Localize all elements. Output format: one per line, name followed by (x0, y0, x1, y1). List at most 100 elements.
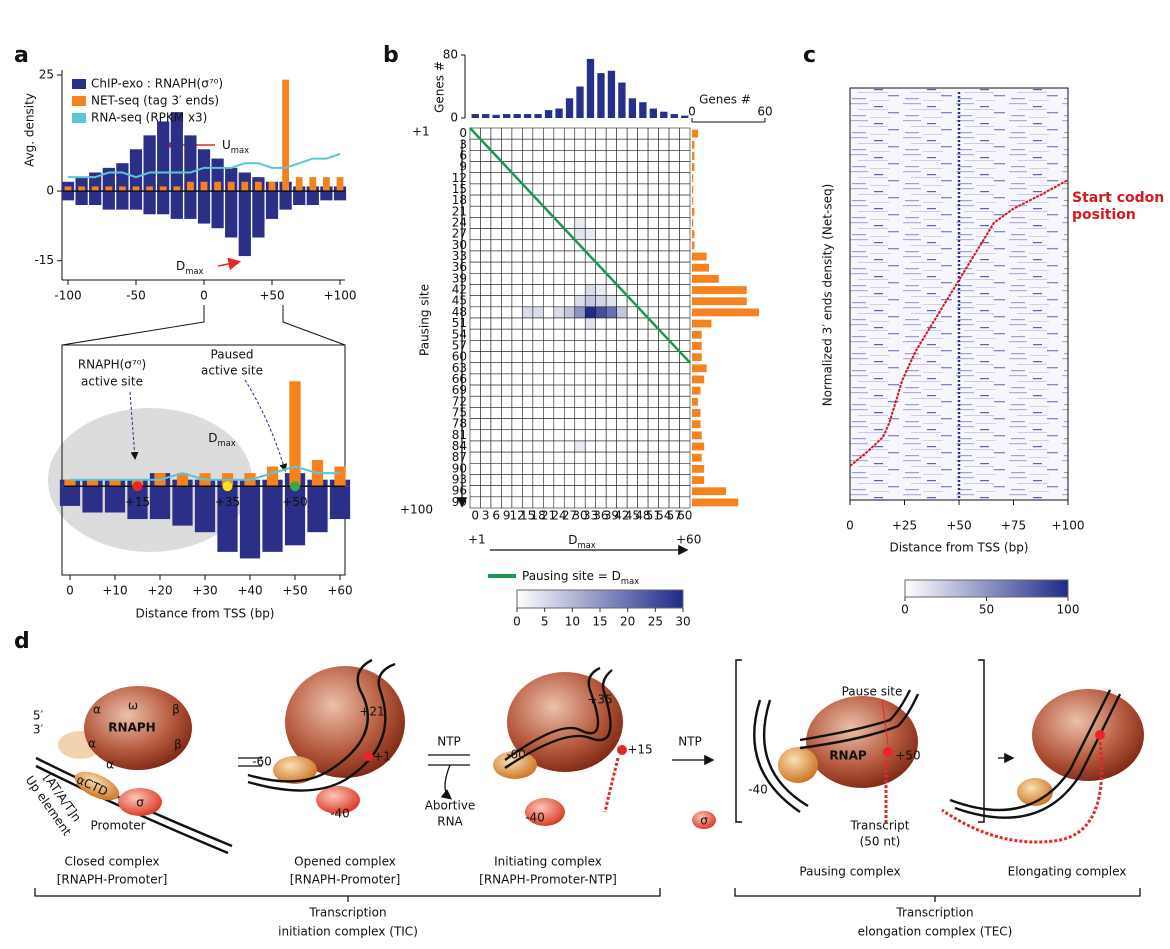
heat-cell (480, 462, 492, 475)
heat-cell (532, 317, 544, 330)
heat-cell (668, 474, 680, 486)
diagram-label: -60 (252, 755, 272, 769)
heat-cell (584, 328, 597, 341)
heat-cell (637, 250, 649, 263)
heat-cell (668, 351, 680, 364)
heat-cell (595, 239, 607, 252)
bar (692, 375, 705, 384)
heat-cell (647, 250, 659, 263)
heat-cell (626, 340, 638, 352)
bar (104, 486, 126, 513)
heat-cell (626, 284, 638, 296)
heat-cell (511, 150, 523, 162)
heat-cell (480, 250, 492, 263)
heat-cell (637, 485, 649, 498)
heat-cell (532, 272, 544, 285)
heat-cell (595, 317, 607, 330)
heat-cell (511, 328, 523, 341)
heat-cell (574, 250, 586, 263)
heat-cell (647, 362, 659, 375)
heat-cell (637, 340, 649, 352)
diagram-label: α (88, 737, 96, 751)
heat-cell (574, 150, 586, 162)
heat-cell (553, 328, 565, 341)
heat-cell (480, 194, 492, 207)
x-tick-label: +100 (324, 289, 357, 303)
x-end: +60 (676, 533, 701, 547)
bar (109, 479, 121, 487)
heat-cell (480, 407, 492, 419)
heat-cell (605, 384, 617, 397)
heat-cell (637, 474, 649, 486)
annotation-main: D (176, 259, 185, 273)
heat-cell (532, 340, 544, 352)
legend-swatch (72, 113, 86, 123)
heat-cell (658, 306, 670, 319)
heat-cell (679, 429, 691, 442)
heat-cell (543, 272, 555, 285)
heat-cell (501, 407, 513, 419)
heat-cell (605, 127, 617, 140)
heat-cell (501, 395, 513, 408)
heat-cell (511, 407, 523, 419)
heat-cell (511, 228, 523, 241)
heat-cell (626, 172, 638, 185)
heat-cell (679, 317, 691, 330)
heat-cell (616, 351, 628, 364)
heat-cell (626, 127, 638, 140)
heat-cell (532, 127, 544, 140)
diagram-label: +21 (359, 705, 384, 719)
heat-cell (490, 474, 502, 486)
annotation-sub: max (185, 266, 203, 276)
heat-cell (532, 183, 544, 196)
heat-cell (668, 183, 680, 196)
x-category-label: 39 (604, 509, 619, 523)
heat-cell (647, 485, 659, 498)
heat-cell (511, 384, 523, 397)
heat-cell (616, 496, 628, 509)
heat-cell (584, 217, 597, 229)
heat-cell (522, 462, 534, 475)
heat-cell (668, 239, 680, 252)
bar (194, 486, 216, 533)
heat-cell (626, 373, 638, 386)
heat-cell (574, 295, 586, 308)
heat-cell (511, 183, 523, 196)
heat-cell (647, 295, 659, 308)
heat-cell (480, 485, 492, 498)
heat-cell (658, 429, 670, 442)
heat-cell (574, 485, 586, 498)
heat-cell (616, 317, 628, 330)
bar (692, 207, 695, 216)
heat-cell (574, 373, 586, 386)
heat-cell (469, 217, 481, 229)
heat-cell (480, 474, 492, 486)
heat-cell (522, 261, 534, 274)
heat-cell (584, 462, 597, 475)
heat-cell (490, 462, 502, 475)
y-tick-label: 0 (450, 111, 458, 125)
heat-cell (637, 462, 649, 475)
y-category-label: 87 (452, 450, 467, 464)
x-axis-label: Distance from TSS (bp) (889, 541, 1028, 555)
heat-cell (469, 440, 481, 453)
heat-cell (679, 384, 691, 397)
bar (692, 140, 695, 149)
heat-cell (668, 161, 680, 174)
heat-cell (679, 272, 691, 285)
arrow (244, 379, 288, 472)
heat-cell (469, 161, 481, 174)
initiating-complex (493, 666, 627, 826)
heat-cell (584, 496, 597, 509)
heat-cell (480, 127, 492, 140)
y-category-label: 96 (452, 484, 467, 498)
heat-cell (501, 440, 513, 453)
bar (692, 342, 702, 350)
heat-cell (501, 150, 513, 162)
heat-cell (543, 217, 555, 229)
heat-cell (658, 395, 670, 408)
heat-cell (522, 228, 534, 241)
heat-cell (626, 217, 638, 229)
heat-cell (511, 317, 523, 330)
